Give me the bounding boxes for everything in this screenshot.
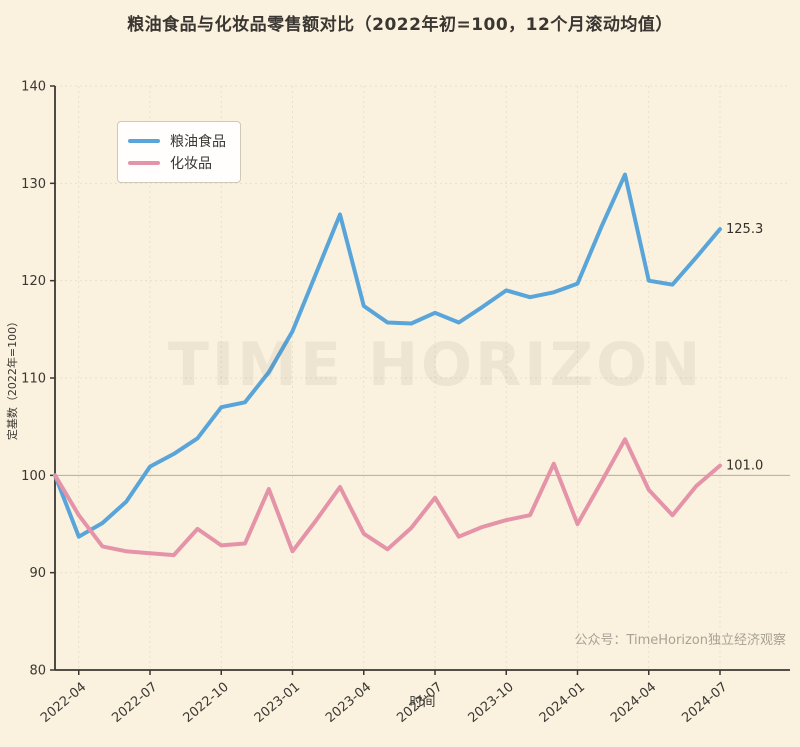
grain-oil-line-end-label: 125.3 [726, 222, 763, 237]
cosmetics-line-end-label: 101.0 [726, 459, 763, 474]
cosmetics-legend-swatch [128, 161, 160, 165]
grain-oil-legend-swatch [128, 139, 160, 143]
x-tick-label: 2023-01 [252, 680, 303, 726]
y-tick-label: 130 [21, 177, 46, 192]
cosmetics-legend-label: 化妆品 [170, 156, 212, 172]
y-axis-label: 定基数（2022年=100） [5, 316, 19, 440]
page-title: 粮油食品与化妆品零售额对比（2022年初=100，12个月滚动均值） [127, 15, 673, 35]
y-tick-label: 80 [29, 664, 46, 679]
grain-oil-legend-label: 粮油食品 [170, 134, 226, 150]
x-tick-label: 2022-07 [109, 680, 160, 726]
y-tick-label: 120 [21, 274, 46, 289]
x-tick-label: 2023-10 [466, 680, 517, 726]
y-tick-label: 100 [21, 469, 46, 484]
legend: 粮油食品 化妆品 [117, 121, 241, 183]
x-tick-label: 2024-04 [608, 680, 659, 726]
x-tick-label: 2022-10 [181, 680, 232, 726]
x-tick-label: 2023-04 [323, 680, 374, 726]
x-axis-label: 时间 [409, 695, 435, 710]
x-tick-label: 2024-07 [679, 680, 730, 726]
watermark: TIME HORIZON [168, 330, 704, 400]
x-tick-label: 2024-01 [537, 680, 588, 726]
x-tick-label: 2022-04 [38, 680, 89, 726]
y-tick-label: 90 [29, 566, 46, 581]
legend-item-grain-oil: 粮油食品 [128, 130, 226, 152]
y-tick-label: 140 [21, 80, 46, 95]
source-note: 公众号：TimeHorizon独立经济观察 [574, 633, 786, 648]
cosmetics-line [53, 437, 722, 558]
y-tick-label: 110 [21, 372, 46, 387]
grain-oil-line [53, 172, 722, 539]
legend-item-cosmetics: 化妆品 [128, 152, 226, 174]
